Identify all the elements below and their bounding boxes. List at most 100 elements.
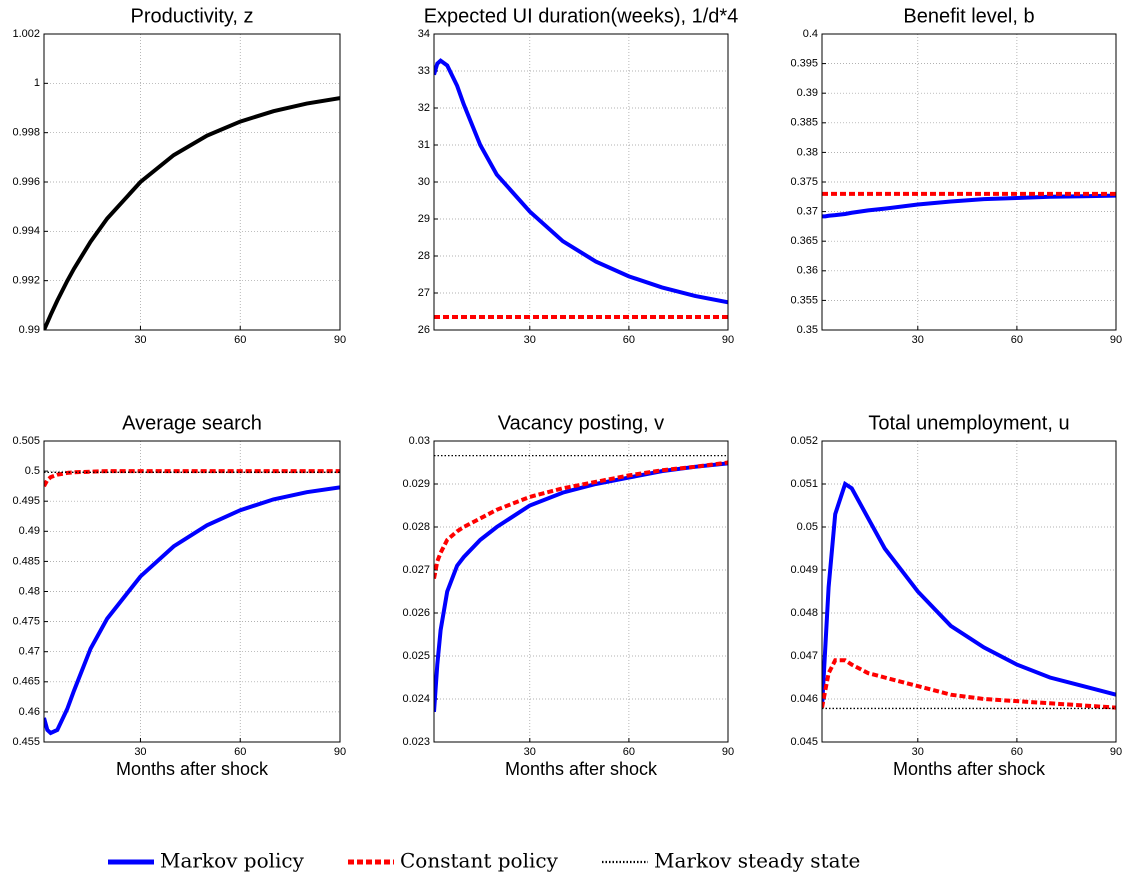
y-tick-label: 0.051 [790,478,818,490]
line-series [434,460,728,579]
line-series [44,485,340,736]
y-tick-label: 0.365 [790,235,818,247]
y-tick-label: 0.052 [790,435,818,447]
axes-frame [43,440,341,743]
x-tick-label: 90 [1110,334,1122,346]
x-tick-label: 60 [1011,746,1023,758]
y-tick-label: 0.4 [803,28,818,40]
line-series [822,193,1116,219]
x-tick-label: 90 [1110,746,1122,758]
x-axis-label: Months after shock [893,759,1046,779]
y-tick-label: 28 [418,250,430,262]
y-tick-label: 0.465 [12,676,40,688]
y-tick-label: 0.05 [797,521,818,533]
y-tick-label: 0.385 [790,117,818,129]
y-tick-label: 0.03 [409,435,430,447]
y-tick-label: 0.395 [790,58,818,70]
y-tick-label: 0.475 [12,616,40,628]
y-tick-label: 33 [418,65,430,77]
x-tick-label: 60 [623,334,635,346]
y-tick-label: 0.37 [797,206,818,218]
y-tick-label: 0.485 [12,555,40,567]
chart-title: Average search [122,412,262,434]
y-tick-label: 0.48 [19,585,40,597]
chart-title: Total unemployment, u [868,412,1069,434]
y-tick-label: 0.994 [12,225,40,237]
y-tick-label: 0.996 [12,176,40,188]
x-axis-label: Months after shock [505,759,658,779]
x-tick-label: 60 [1011,334,1023,346]
panel: 0.35 0.355 0.36 0.365 0.37 0.375 0.38 0.385 0.39… [790,5,1122,346]
x-tick-label: 60 [623,746,635,758]
y-tick-label: 31 [418,139,430,151]
axes-frame [433,33,729,331]
x-tick-label: 30 [134,334,146,346]
y-tick-label: 0.49 [19,525,40,537]
y-tick-label: 0.029 [402,478,430,490]
y-tick-label: 0.048 [790,607,818,619]
y-tick-label: 0.028 [402,521,430,533]
y-tick-label: 0.505 [12,435,40,447]
y-tick-label: 0.46 [19,706,40,718]
y-tick-label: 0.023 [402,736,430,748]
y-tick-label: 29 [418,213,430,225]
y-tick-label: 0.5 [25,465,40,477]
x-tick-label: 60 [234,746,246,758]
x-tick-label: 30 [912,746,924,758]
y-tick-label: 0.355 [790,294,818,306]
legend-label: Markov policy [160,849,305,873]
y-tick-label: 0.998 [12,127,40,139]
y-tick-label: 1 [34,77,40,89]
chart-title: Productivity, z [131,5,254,27]
panel: 0.455 0.46 0.465 0.47 0.475 0.48 0.485 0.49 0.49… [12,412,346,778]
line-series [822,480,1116,708]
y-tick-label: 1.002 [12,28,40,40]
x-tick-label: 90 [334,334,346,346]
y-tick-label: 0.046 [790,693,818,705]
y-tick-label: 0.495 [12,495,40,507]
y-tick-label: 27 [418,287,430,299]
y-tick-label: 32 [418,102,430,114]
x-tick-label: 30 [524,746,536,758]
y-tick-label: 0.375 [790,176,818,188]
y-tick-label: 0.38 [797,146,818,158]
x-tick-label: 30 [134,746,146,758]
plot-area [434,441,728,742]
panel: 0.023 0.024 0.025 0.026 0.027 0.028 0.029 0.03 3… [402,412,734,778]
line-series [822,658,1116,710]
x-tick-label: 90 [722,334,734,346]
panel: 0.045 0.046 0.047 0.048 0.049 0.05 0.051 0.052 3… [790,412,1122,778]
legend: Markov policy Constant policy Markov stead… [108,849,860,873]
y-tick-label: 0.024 [402,693,430,705]
x-tick-label: 60 [234,334,246,346]
y-tick-label: 0.026 [402,607,430,619]
y-tick-label: 0.049 [790,564,818,576]
x-tick-label: 90 [334,746,346,758]
y-tick-label: 0.35 [797,324,818,336]
y-tick-label: 0.455 [12,736,40,748]
legend-label: Markov steady state [654,849,860,873]
axes-frame [43,33,341,331]
y-tick-label: 0.99 [19,324,40,336]
legend-label: Constant policy [400,849,559,873]
line-series [44,96,340,330]
y-tick-label: 0.025 [402,650,430,662]
y-tick-label: 0.36 [797,265,818,277]
x-axis-label: Months after shock [116,759,269,779]
plot-area [822,441,1116,742]
axes-frame [821,33,1117,331]
x-tick-label: 30 [524,334,536,346]
line-series [434,461,728,713]
x-tick-label: 90 [722,746,734,758]
y-tick-label: 0.045 [790,736,818,748]
y-tick-label: 34 [418,28,430,40]
y-tick-label: 26 [418,324,430,336]
y-tick-label: 0.027 [402,564,430,576]
x-tick-label: 30 [912,334,924,346]
chart-title: Vacancy posting, v [498,412,664,434]
y-tick-label: 0.47 [19,646,40,658]
line-series [44,469,340,488]
chart-title: Expected UI duration(weeks), 1/d*4 [424,5,739,27]
y-tick-label: 0.992 [12,275,40,287]
